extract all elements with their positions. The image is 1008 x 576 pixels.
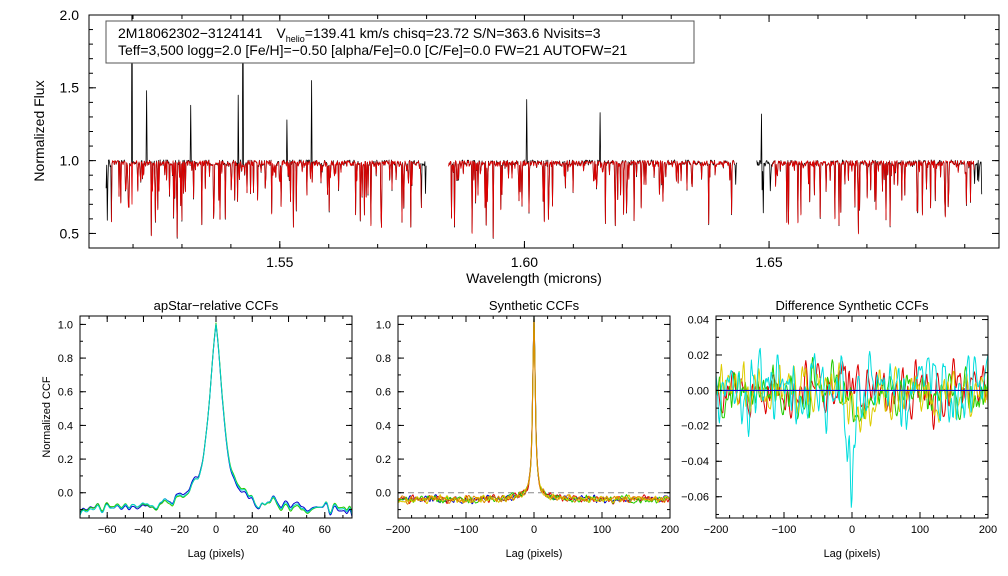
difference-ccf-panel: −200 −100 0 100 200 0.04 0.02 0.00 −0.02 −0.04 −0.… xyxy=(681,298,997,560)
xtick-label: −100 xyxy=(454,524,479,536)
difference-ccf-line-green xyxy=(716,354,988,423)
apstar-title: apStar−relative CCFs xyxy=(154,298,279,313)
ytick-label: −0.04 xyxy=(681,456,709,468)
difference-ccf-series-group xyxy=(716,347,988,508)
spectrum-annotation-box xyxy=(105,20,695,64)
xtick-label: 200 xyxy=(979,524,997,536)
ytick-label: 1.0 xyxy=(60,153,80,169)
difference-xlabel: Lag (pixels) xyxy=(824,548,881,560)
ytick-label: 1.0 xyxy=(376,319,391,331)
ytick-label: 0.8 xyxy=(58,353,73,365)
xtick-label: 20 xyxy=(246,524,258,536)
apstar-ylabel: Normalized CCF xyxy=(41,376,53,458)
difference-ticks: −200 −100 0 100 200 0.04 0.02 0.00 −0.02 −0.04 −0.… xyxy=(681,314,997,536)
xtick-label: 0 xyxy=(849,524,855,536)
ytick-label: 1.5 xyxy=(60,80,80,96)
xtick-label: 200 xyxy=(661,524,679,536)
annotation-line-2: Teff=3,500 logg=2.0 [Fe/H]=−0.50 [alpha/… xyxy=(118,42,627,58)
ytick-label: 0.04 xyxy=(688,314,709,326)
ytick-label: 2.0 xyxy=(60,7,80,23)
difference-ccf-line-cyan xyxy=(716,347,988,508)
ytick-label: 0.8 xyxy=(376,353,391,365)
spectrum-model-line xyxy=(111,160,422,238)
xtick-label: 100 xyxy=(911,524,929,536)
xtick-label: 40 xyxy=(282,524,294,536)
xtick-label: 100 xyxy=(593,524,611,536)
apstar-ccf-panel: −60 −40 −20 0 20 40 60 0.0 0.2 0.4 0.6 0.8 1.0 apSta… xyxy=(41,298,353,560)
xtick-label: 0 xyxy=(213,524,219,536)
spectrum-ticks: 1.55 1.60 1.65 0.5 1.0 1.5 2.0 xyxy=(60,7,999,270)
ytick-label: 0.5 xyxy=(60,225,80,241)
ytick-label: 0.02 xyxy=(688,350,709,362)
spectrum-xlabel: Wavelength (microns) xyxy=(466,270,602,286)
xtick-label: 1.65 xyxy=(755,254,782,270)
apstar-xlabel: Lag (pixels) xyxy=(188,548,245,560)
xtick-label: −200 xyxy=(386,524,411,536)
ytick-label: 0.4 xyxy=(58,420,73,432)
xtick-label: 60 xyxy=(319,524,331,536)
annotation-line-1: 2M18062302−3124141 Vhelio=139.41 km/s chi… xyxy=(118,25,601,44)
xtick-label: 0 xyxy=(531,524,537,536)
ytick-label: 0.6 xyxy=(376,387,391,399)
spectrum-series-group xyxy=(105,15,983,239)
ytick-label: 0.6 xyxy=(58,387,73,399)
synthetic-xlabel: Lag (pixels) xyxy=(506,548,563,560)
xtick-label: −60 xyxy=(98,524,117,536)
xtick-label: −100 xyxy=(772,524,797,536)
spectrum-ylabel: Normalized Flux xyxy=(31,80,47,181)
ytick-label: 0.4 xyxy=(376,420,391,432)
difference-title: Difference Synthetic CCFs xyxy=(776,298,929,313)
ytick-label: 0.2 xyxy=(376,454,391,466)
ytick-label: 0.00 xyxy=(688,385,709,397)
synthetic-ticks: −200 −100 0 100 200 0.0 0.2 0.4 0.6 0.8 1.0 xyxy=(376,316,679,536)
ytick-label: 0.2 xyxy=(58,454,73,466)
xtick-label: 1.55 xyxy=(266,254,293,270)
ytick-label: 0.0 xyxy=(376,488,391,500)
spectrum-model-line xyxy=(771,160,975,235)
apstar-ticks: −60 −40 −20 0 20 40 60 0.0 0.2 0.4 0.6 0.8 1.0 xyxy=(58,316,352,536)
spectrum-panel: 1.55 1.60 1.65 0.5 1.0 1.5 2.0 2M18062302−3124… xyxy=(31,7,1000,286)
synthetic-title: Synthetic CCFs xyxy=(489,298,580,313)
ytick-label: −0.02 xyxy=(681,421,709,433)
xtick-label: −40 xyxy=(134,524,153,536)
xtick-label: 1.60 xyxy=(511,254,538,270)
ccf-line-visit-3 xyxy=(80,323,352,516)
ccf-line-visit-2 xyxy=(80,322,352,515)
apstar-ccf-series-group xyxy=(80,322,352,517)
ytick-label: 0.0 xyxy=(58,488,73,500)
xtick-label: −20 xyxy=(170,524,189,536)
ytick-label: −0.06 xyxy=(681,492,709,504)
spectrum-model-line xyxy=(448,160,735,239)
ytick-label: 1.0 xyxy=(58,319,73,331)
synthetic-ccf-panel: −200 −100 0 100 200 0.0 0.2 0.4 0.6 0.8 1.0 Synthe… xyxy=(376,298,679,560)
xtick-label: −200 xyxy=(704,524,729,536)
